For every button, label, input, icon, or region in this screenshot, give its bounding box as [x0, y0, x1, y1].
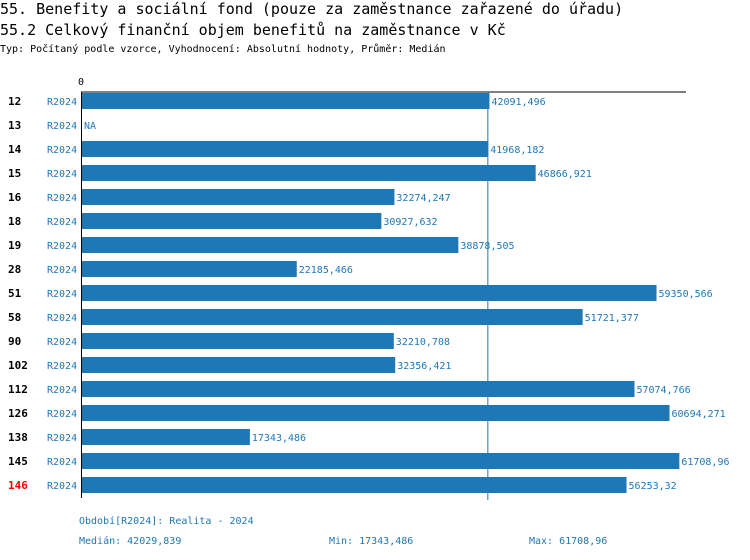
category-label: 13: [8, 119, 21, 132]
bar: [82, 429, 250, 445]
data-label: 56253,32: [629, 481, 677, 492]
data-label: 60694,271: [672, 409, 726, 420]
period-label: R2024: [47, 193, 77, 204]
data-label: 59350,566: [659, 289, 713, 300]
data-label: NA: [84, 121, 96, 132]
bar: [82, 405, 670, 421]
footer-min: Min: 17343,486: [329, 536, 414, 547]
category-label: 126: [8, 407, 28, 420]
bar: [82, 141, 489, 157]
bar: [82, 333, 394, 349]
bar: [82, 453, 680, 469]
data-label: 17343,486: [252, 433, 306, 444]
category-label: 138: [8, 431, 28, 444]
data-label: 51721,377: [585, 313, 639, 324]
category-label: 58: [8, 311, 21, 324]
data-label: 38878,505: [460, 241, 514, 252]
bar: [82, 477, 627, 493]
category-label: 102: [8, 359, 28, 372]
bar: [82, 285, 657, 301]
period-label: R2024: [47, 409, 77, 420]
period-label: R2024: [47, 121, 77, 132]
category-label: 14: [8, 143, 22, 156]
period-label: R2024: [47, 169, 77, 180]
period-label: R2024: [47, 385, 77, 396]
data-label: 57074,766: [636, 385, 690, 396]
data-label: 32210,708: [396, 337, 450, 348]
category-label: 112: [8, 383, 28, 396]
data-label: 30927,632: [383, 217, 437, 228]
period-label: R2024: [47, 265, 77, 276]
period-label: R2024: [47, 241, 77, 252]
bar: [82, 189, 395, 205]
period-label: R2024: [47, 313, 77, 324]
category-label: 146: [8, 479, 28, 492]
category-label: 16: [8, 191, 22, 204]
data-label: 32356,421: [397, 361, 451, 372]
chart-title: 55. Benefity a sociální fond (pouze za z…: [0, 0, 624, 18]
bar: [82, 381, 635, 397]
period-label: R2024: [47, 433, 77, 444]
data-label: 41968,182: [490, 145, 544, 156]
data-label: 42091,496: [491, 97, 545, 108]
category-label: 19: [8, 239, 21, 252]
period-label: R2024: [47, 145, 77, 156]
period-label: R2024: [47, 289, 77, 300]
chart-subtitle: 55.2 Celkový finanční objem benefitů na …: [0, 21, 506, 39]
bar: [82, 357, 396, 373]
category-label: 90: [8, 335, 21, 348]
period-label: R2024: [47, 217, 77, 228]
data-label: 46866,921: [538, 169, 592, 180]
period-label: R2024: [47, 481, 77, 492]
data-label: 32274,247: [396, 193, 450, 204]
category-label: 145: [8, 455, 28, 468]
bar-chart: 0 12 R2024 42091,496 13 R2024 NA 14 R2024 41968,1…: [8, 77, 730, 500]
bar: [82, 93, 490, 109]
category-label: 15: [8, 167, 21, 180]
chart-type-line: Typ: Počítaný podle vzorce, Vyhodnocení:…: [0, 44, 446, 55]
period-label: R2024: [47, 337, 77, 348]
bar: [82, 165, 536, 181]
footer-period: Období[R2024]: Realita - 2024: [79, 516, 254, 527]
data-label: 22185,466: [299, 265, 353, 276]
data-label: 61708,96: [681, 457, 729, 468]
bar: [82, 213, 382, 229]
footer-max: Max: 61708,96: [529, 536, 608, 547]
period-label: R2024: [47, 361, 77, 372]
category-label: 28: [8, 263, 21, 276]
period-label: R2024: [47, 457, 77, 468]
footer-median: Medián: 42029,839: [79, 536, 182, 547]
x-tick-label: 0: [78, 77, 84, 88]
bar: [82, 237, 459, 253]
category-label: 18: [8, 215, 21, 228]
bar: [82, 261, 297, 277]
period-label: R2024: [47, 97, 77, 108]
category-label: 51: [8, 287, 22, 300]
bar: [82, 309, 583, 325]
category-label: 12: [8, 95, 21, 108]
